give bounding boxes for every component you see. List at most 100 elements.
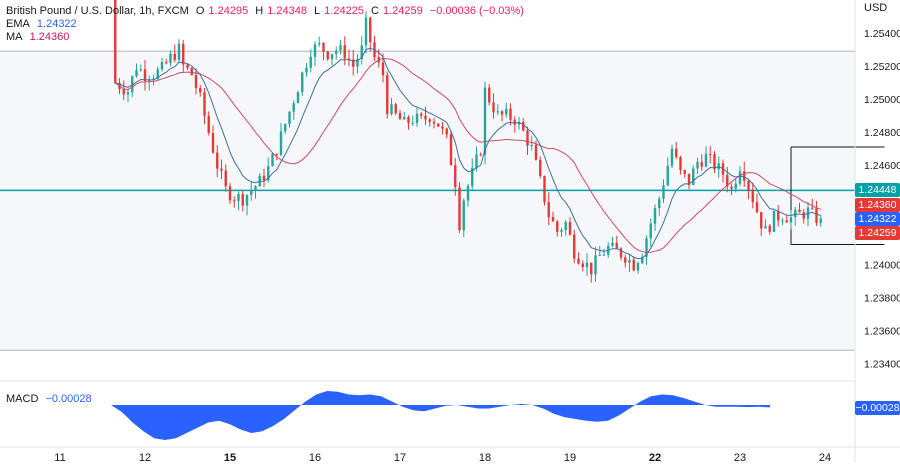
candle-body [802, 212, 805, 219]
ma-label: MA [6, 31, 23, 43]
candle-body [598, 255, 601, 257]
price-tick-label: 1.23400 [864, 358, 900, 370]
candle-body [165, 62, 168, 64]
price-label-hline: 1.24448 [855, 183, 900, 198]
candle-body [233, 200, 236, 202]
candle-body [692, 168, 695, 185]
candle-body [424, 115, 427, 120]
time-tick-label: 16 [309, 452, 321, 463]
candle-body [309, 56, 312, 68]
candle-body [704, 153, 708, 167]
candle-body [539, 159, 542, 176]
price-label-last: 1.24259 [855, 225, 900, 240]
ma-value: 1.24360 [29, 31, 70, 43]
candle-body [262, 175, 266, 181]
candle-body [764, 225, 767, 229]
candle-body [785, 220, 788, 223]
candle-body [479, 154, 482, 156]
candle-body [220, 168, 223, 171]
candle-body [428, 119, 431, 122]
low-value: 1.24225 [324, 5, 364, 17]
macd-legend[interactable]: MACD −0.00028 [6, 392, 96, 406]
candle-body [624, 257, 627, 263]
candle-body [577, 258, 580, 264]
candle-body [670, 148, 674, 166]
candle-body [628, 259, 631, 263]
candle-body [390, 104, 393, 115]
candle-body [730, 186, 733, 189]
candle-body [526, 130, 529, 146]
candle-body [131, 76, 134, 93]
candle-body [581, 263, 584, 268]
candle-body [564, 222, 567, 231]
time-tick-label: 18 [479, 452, 491, 463]
candle-body [734, 183, 737, 189]
price-label-ema: 1.24322 [855, 211, 900, 226]
candle-body [284, 124, 287, 132]
candle-body [760, 212, 763, 229]
candle-body [420, 113, 423, 116]
candle-body [267, 166, 270, 181]
candle-body [679, 156, 682, 171]
candle-body [743, 171, 746, 181]
candle-body [462, 200, 465, 231]
candle-body [305, 67, 308, 73]
candle-body [483, 87, 487, 155]
candle-body [751, 189, 754, 203]
candle-body [182, 43, 185, 65]
price-axis[interactable]: 1.254001.252001.250001.248001.246001.242… [864, 28, 900, 370]
candle-body [211, 132, 215, 153]
candle-body [509, 108, 512, 120]
candle-body [611, 242, 614, 246]
candle-body [207, 115, 210, 133]
candle-body [330, 54, 334, 60]
candle-body [585, 262, 589, 268]
time-axis[interactable]: 11 12 15 16 17 18 19 22 23 24 [54, 452, 831, 464]
candle-body [602, 254, 606, 256]
candle-body [156, 69, 159, 79]
candle-body [696, 161, 699, 169]
candle-body [437, 123, 440, 127]
candle-body [173, 53, 176, 60]
price-tick-label: 1.23800 [864, 292, 900, 304]
candle-body [122, 89, 125, 95]
candle-body [649, 223, 652, 239]
candle-body [245, 195, 249, 206]
candle-body [709, 153, 712, 155]
candles [114, 0, 822, 283]
candle-body [441, 126, 444, 129]
candle-body [288, 111, 291, 125]
candle-body [789, 217, 793, 223]
high-label: H [255, 5, 264, 17]
candle-body [415, 113, 419, 123]
candle-body [781, 220, 784, 222]
candle-body [798, 209, 801, 213]
candle-body [292, 103, 295, 112]
candle-body [347, 58, 351, 60]
open-value: 1.24295 [208, 5, 249, 17]
candle-body [777, 210, 780, 221]
candle-body [645, 238, 648, 257]
candle-body [488, 87, 491, 103]
candle-body [237, 193, 240, 201]
candle-body [369, 17, 372, 43]
candle-body [768, 225, 771, 232]
macd-label: MACD [6, 393, 39, 405]
candle-body [560, 230, 563, 232]
candle-body [466, 185, 470, 201]
ema-legend[interactable]: EMA 1.24322 [6, 17, 81, 31]
candle-body [135, 70, 138, 77]
candle-body [403, 117, 406, 120]
ma-line [114, 57, 821, 254]
candle-body [296, 92, 300, 104]
candle-body [407, 117, 410, 124]
ma-legend[interactable]: MA 1.24360 [6, 30, 73, 44]
candle-body [169, 53, 172, 63]
change-value: −0.00036 (−0.03%) [429, 5, 524, 17]
candle-body [318, 43, 321, 45]
candle-body [275, 153, 278, 155]
candle-body [551, 217, 555, 222]
candle-body [632, 259, 635, 271]
